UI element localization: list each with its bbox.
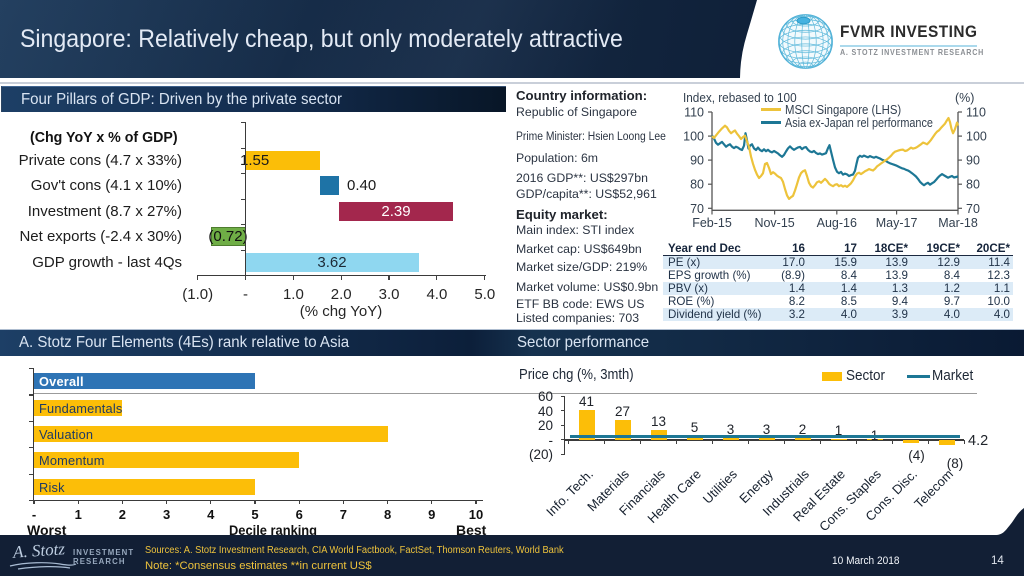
svg-text:Aug-16: Aug-16	[817, 216, 857, 230]
svg-text:Mar-18: Mar-18	[938, 216, 978, 230]
svg-text:100: 100	[966, 130, 987, 144]
svg-text:(%): (%)	[955, 91, 974, 105]
svg-text:70: 70	[690, 202, 704, 216]
svg-text:110: 110	[966, 106, 986, 120]
svg-text:Index, rebased to 100: Index, rebased to 100	[683, 91, 797, 105]
svg-text:80: 80	[690, 178, 704, 192]
svg-text:110: 110	[684, 106, 704, 120]
svg-text:May-17: May-17	[876, 216, 918, 230]
svg-text:90: 90	[690, 154, 704, 168]
svg-text:MSCI Singapore (LHS): MSCI Singapore (LHS)	[785, 102, 901, 117]
svg-text:70: 70	[966, 202, 980, 216]
svg-text:Asia ex-Japan rel performance: Asia ex-Japan rel performance	[785, 116, 933, 130]
svg-text:Feb-15: Feb-15	[692, 216, 732, 230]
svg-text:100: 100	[683, 130, 704, 144]
svg-text:80: 80	[966, 178, 980, 192]
svg-text:90: 90	[966, 154, 980, 168]
svg-text:Nov-15: Nov-15	[754, 216, 794, 230]
